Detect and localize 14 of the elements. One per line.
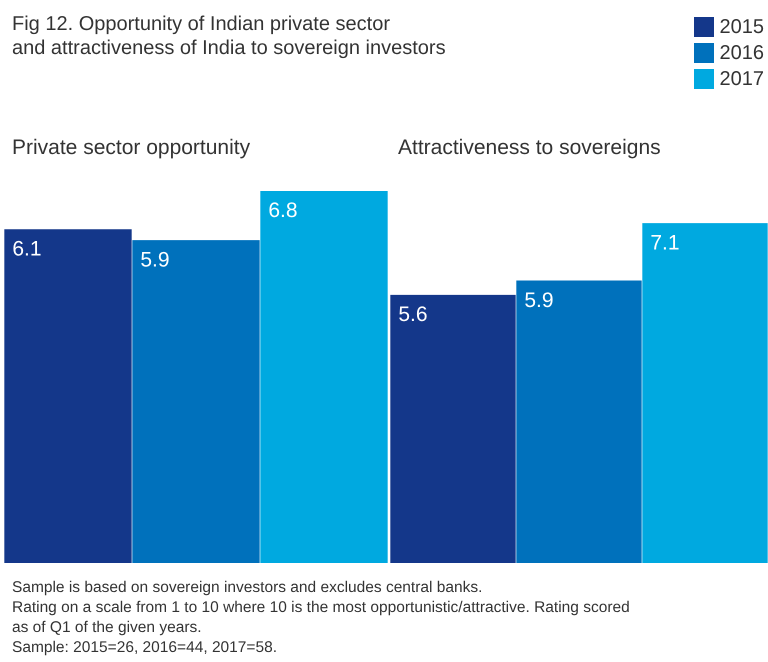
data-label: 6.8	[268, 199, 298, 222]
data-label: 5.9	[524, 288, 554, 312]
chart-subtitle: Attractiveness to sovereigns	[398, 136, 662, 161]
text: Sample: 2015=26, 2016=44, 2017=58.	[12, 639, 278, 656]
data-label: 7.1	[650, 231, 680, 254]
legend-label: 2016	[718, 41, 764, 66]
data-label: 6.1	[12, 238, 42, 261]
text: Sample is based on sovereign investors and excludes central banks. Rating on a scale from 1 to 10 where 10 is the most opportunistic/attractive. Rating scored as of Q1 of the given years.	[12, 579, 630, 636]
legend-label: 2017	[718, 67, 764, 92]
chart-subtitle: Private sector opportunity	[12, 136, 252, 161]
legend-label: 2015	[718, 15, 764, 40]
data-label: 5.6	[398, 303, 428, 326]
data-label: 5.9	[140, 248, 170, 272]
chart-title: Fig 12. Opportunity of Indian private sector and attractiveness of India to sovereign investors	[12, 12, 446, 60]
